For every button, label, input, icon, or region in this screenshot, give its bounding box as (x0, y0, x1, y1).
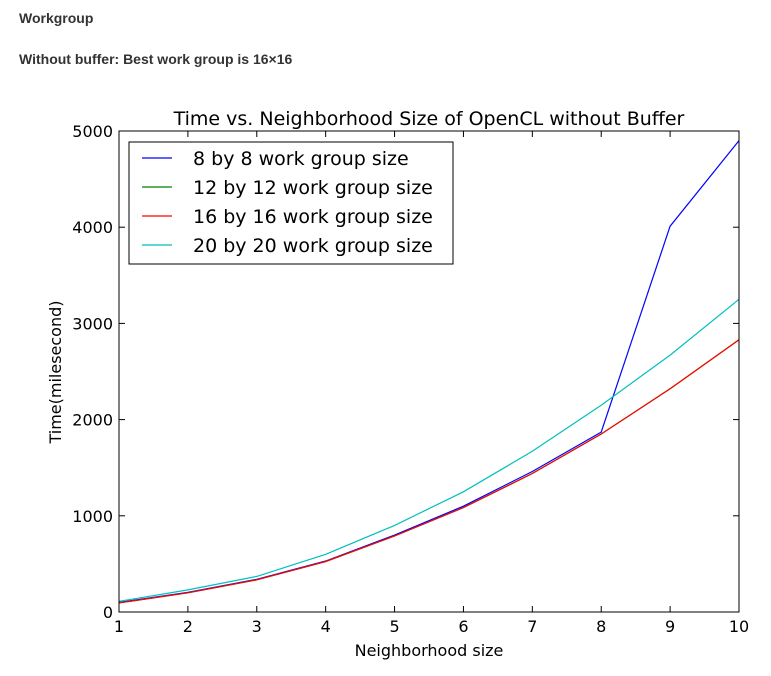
series-line-3 (118, 339, 740, 604)
legend-label-1: 8 by 8 work group size (193, 148, 409, 170)
legend-box (128, 141, 454, 265)
x-axis-label: Neighborhood size (355, 641, 504, 660)
series-line-2 (118, 339, 740, 604)
plot-area-frame (118, 130, 740, 613)
x-tick-label: 7 (527, 617, 537, 636)
x-tick-label: 1 (114, 617, 124, 636)
y-tick-label: 1000 (72, 507, 113, 526)
legend-label-4: 20 by 20 work group size (193, 235, 433, 257)
x-tick-label: 10 (729, 617, 749, 636)
page-subheading: Without buffer: Best work group is 16×16 (19, 51, 293, 67)
x-tick-label: 9 (665, 617, 675, 636)
x-tick-label: 8 (596, 617, 606, 636)
x-tick-label: 2 (183, 617, 193, 636)
page-heading: Workgroup (19, 10, 94, 26)
x-tick-label: 5 (389, 617, 399, 636)
y-tick-label: 5000 (72, 122, 113, 141)
x-tick-label: 6 (458, 617, 468, 636)
y-tick-label: 3000 (72, 314, 113, 333)
legend-label-2: 12 by 12 work group size (193, 177, 433, 199)
y-tick-label: 0 (103, 603, 113, 622)
series-line-4 (118, 298, 740, 602)
chart-title: Time vs. Neighborhood Size of OpenCL wit… (173, 108, 685, 130)
x-tick-label: 3 (252, 617, 262, 636)
y-tick-label: 2000 (72, 411, 113, 430)
y-axis-label: Time(milesecond) (46, 300, 65, 444)
y-tick-label: 4000 (72, 218, 113, 237)
legend: 8 by 8 work group size 12 by 12 work grou… (128, 141, 454, 265)
legend-label-3: 16 by 16 work group size (193, 206, 433, 228)
x-tick-label: 4 (321, 617, 331, 636)
